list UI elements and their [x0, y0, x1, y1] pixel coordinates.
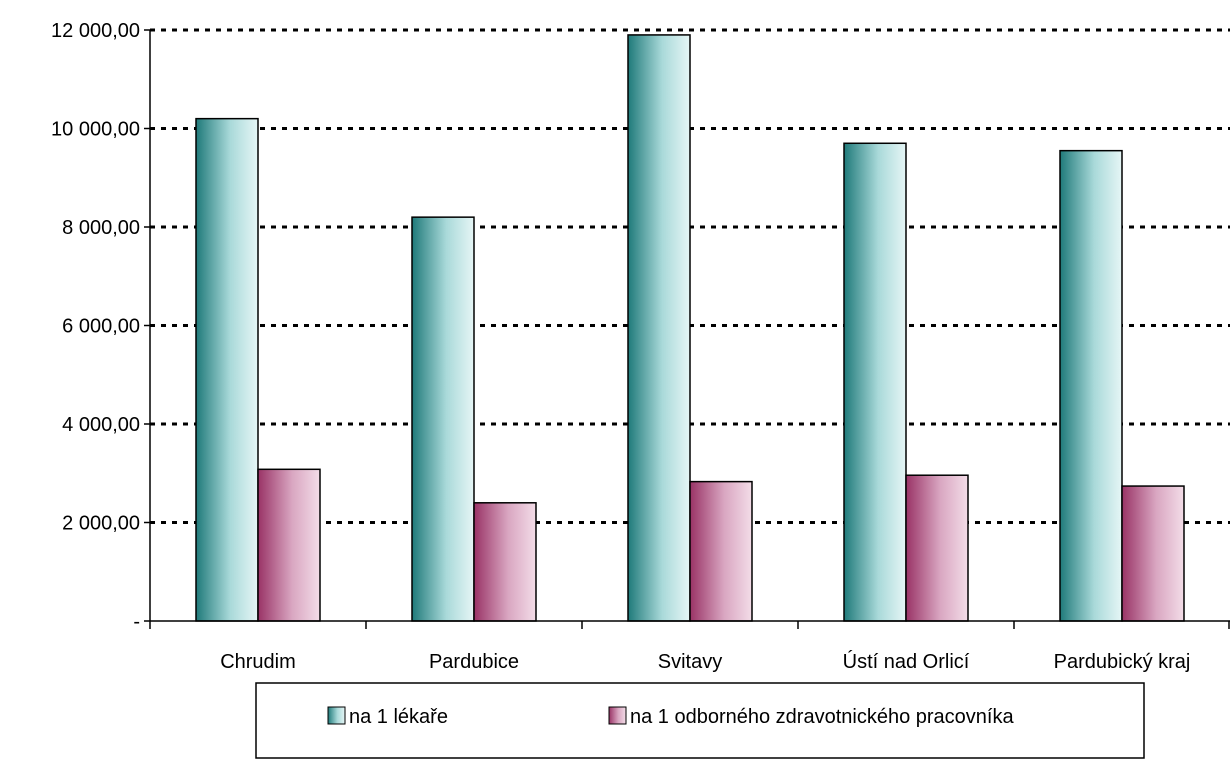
- bar-na-1-lekare: [627, 34, 691, 622]
- bar-na-1-lekare: [1059, 149, 1123, 622]
- y-tick-label: -: [133, 611, 140, 633]
- x-tick-label: Ústí nad Orlicí: [843, 650, 970, 673]
- x-tick-label: Pardubický kraj: [1054, 651, 1191, 673]
- legend-label-s1: na 1 odborného zdravotnického pracovníka: [630, 706, 1014, 728]
- y-tick-label: 6 000,00: [62, 316, 140, 338]
- y-tick-label: 2 000,00: [62, 513, 140, 535]
- legend-swatch-s0: [327, 706, 346, 725]
- y-tick-label: 12 000,00: [51, 20, 140, 42]
- legend-label-s0: na 1 lékaře: [349, 706, 448, 728]
- y-tick-label: 8 000,00: [62, 217, 140, 239]
- bar-na-1-odborneho-pracovnika: [257, 468, 321, 622]
- y-axis-ticks: - 2 000,00 4 000,00 6 000,00 8 000,00 10 000,…: [51, 20, 150, 633]
- bar-na-1-odborneho-pracovnika: [1121, 485, 1185, 622]
- legend-box: [255, 682, 1145, 759]
- bar-na-1-lekare: [195, 117, 259, 622]
- bar-na-1-odborneho-pracovnika: [689, 480, 753, 622]
- bar-na-1-odborneho-pracovnika: [473, 502, 537, 622]
- x-tick-label: Pardubice: [429, 651, 519, 673]
- bar-na-1-lekare: [843, 142, 907, 622]
- axes: [149, 30, 1230, 629]
- x-tick-label: Svitavy: [658, 651, 722, 673]
- x-tick-label: Chrudim: [220, 651, 296, 673]
- y-tick-label: 10 000,00: [51, 119, 140, 141]
- bars: [195, 34, 1185, 622]
- bar-na-1-odborneho-pracovnika: [905, 474, 969, 622]
- bar-na-1-lekare: [411, 216, 475, 622]
- legend-swatch-s1: [608, 706, 627, 725]
- legend: na 1 lékaře na 1 odborného zdravotnickéh…: [255, 682, 1145, 759]
- y-tick-label: 4 000,00: [62, 414, 140, 436]
- x-axis-labels: Chrudim Pardubice Svitavy Ústí nad Orlicí Pa…: [220, 650, 1190, 673]
